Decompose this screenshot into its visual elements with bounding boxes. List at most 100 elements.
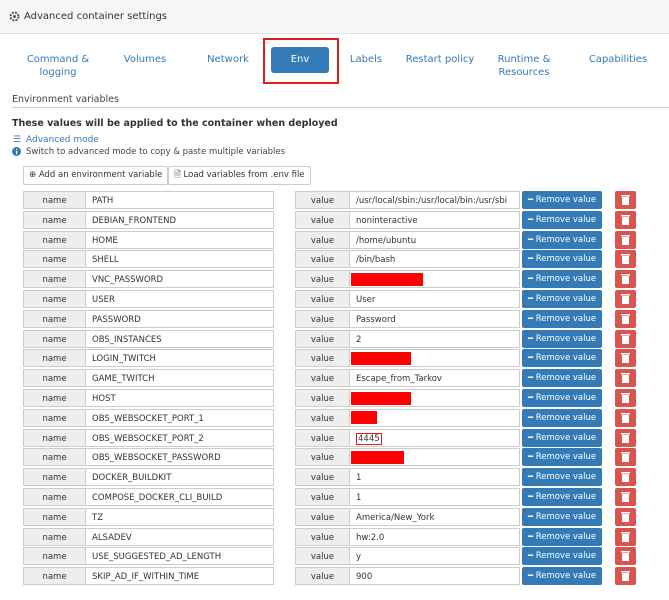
tab[interactable]: Command & logging: [26, 54, 90, 78]
delete-button[interactable]: [615, 428, 636, 447]
tab[interactable]: Labels: [349, 54, 383, 65]
value-input[interactable]: Escape_from_Tarkov: [349, 369, 520, 388]
name-input[interactable]: GAME_TWITCH: [85, 369, 274, 388]
remove-button[interactable]: ━ Remove value: [522, 468, 602, 487]
value-input[interactable]: Password: [349, 309, 520, 328]
name-input[interactable]: PASSWORD: [85, 309, 274, 328]
value-input[interactable]: noninteractive: [349, 210, 520, 229]
value-input[interactable]: /home/ubuntu: [349, 230, 520, 249]
remove-button[interactable]: ━ Remove value: [522, 507, 602, 526]
tab[interactable]: Volumes: [123, 54, 167, 65]
value-input[interactable]: [349, 408, 520, 427]
value-input[interactable]: /bin/bash: [349, 250, 520, 269]
tab[interactable]: Network: [207, 54, 249, 65]
value-input[interactable]: 1: [349, 488, 520, 506]
value-label: value: [295, 389, 350, 407]
remove-button[interactable]: ━ Remove value: [522, 527, 602, 546]
delete-button[interactable]: [615, 270, 636, 289]
name-input[interactable]: HOST: [85, 389, 274, 407]
remove-button[interactable]: ━ Remove value: [522, 547, 602, 566]
load-env-button[interactable]: 🗎 Load variables from .env file: [168, 166, 311, 185]
name-input[interactable]: USER: [85, 290, 274, 308]
name-input[interactable]: OBS_WEBSOCKET_PORT_2: [85, 428, 274, 447]
tab[interactable]: Capabilities: [588, 54, 648, 65]
remove-button[interactable]: ━ Remove value: [522, 488, 602, 506]
name-input[interactable]: OBS_INSTANCES: [85, 329, 274, 348]
value-input[interactable]: [349, 349, 520, 368]
delete-button[interactable]: [615, 290, 636, 308]
name-input[interactable]: DOCKER_BUILDKIT: [85, 468, 274, 487]
name-input[interactable]: ALSADEV: [85, 527, 274, 546]
trash-icon: [621, 492, 630, 502]
remove-button[interactable]: ━ Remove value: [522, 329, 602, 348]
name-input[interactable]: OBS_WEBSOCKET_PASSWORD: [85, 448, 274, 467]
delete-button[interactable]: [615, 309, 636, 328]
remove-button[interactable]: ━ Remove value: [522, 567, 602, 586]
delete-button[interactable]: [615, 488, 636, 506]
remove-text: Remove value: [535, 373, 597, 384]
name-input[interactable]: VNC_PASSWORD: [85, 270, 274, 289]
name-input[interactable]: SKIP_AD_IF_WITHIN_TIME: [85, 567, 274, 586]
tab[interactable]: Env: [271, 47, 329, 73]
name-input[interactable]: PATH: [85, 191, 274, 209]
remove-button[interactable]: ━ Remove value: [522, 250, 602, 269]
value-label: value: [295, 428, 350, 447]
remove-button[interactable]: ━ Remove value: [522, 270, 602, 289]
delete-button[interactable]: [615, 369, 636, 388]
delete-button[interactable]: [615, 250, 636, 269]
value-text: /home/ubuntu: [356, 235, 417, 246]
remove-button[interactable]: ━ Remove value: [522, 230, 602, 249]
name-input[interactable]: SHELL: [85, 250, 274, 269]
tab[interactable]: Runtime & Resources: [497, 54, 551, 78]
name-label: name: [23, 507, 86, 526]
value-input[interactable]: America/New_York: [349, 507, 520, 526]
name-input[interactable]: TZ: [85, 507, 274, 526]
remove-button[interactable]: ━ Remove value: [522, 210, 602, 229]
value-input[interactable]: [349, 389, 520, 407]
remove-button[interactable]: ━ Remove value: [522, 428, 602, 447]
value-input[interactable]: 900: [349, 567, 520, 586]
value-input[interactable]: 1: [349, 468, 520, 487]
remove-button[interactable]: ━ Remove value: [522, 309, 602, 328]
remove-button[interactable]: ━ Remove value: [522, 389, 602, 407]
value-input[interactable]: User: [349, 290, 520, 308]
value-label: value: [295, 468, 350, 487]
name-input[interactable]: OBS_WEBSOCKET_PORT_1: [85, 408, 274, 427]
remove-button[interactable]: ━ Remove value: [522, 290, 602, 308]
delete-button[interactable]: [615, 389, 636, 407]
delete-button[interactable]: [615, 468, 636, 487]
delete-button[interactable]: [615, 230, 636, 249]
value-input[interactable]: /usr/local/sbin:/usr/local/bin:/usr/sbi: [349, 191, 520, 209]
name-input[interactable]: DEBIAN_FRONTEND: [85, 210, 274, 229]
value-input[interactable]: [349, 270, 520, 289]
name-input[interactable]: HOME: [85, 230, 274, 249]
delete-button[interactable]: [615, 567, 636, 586]
delete-button[interactable]: [615, 507, 636, 526]
delete-button[interactable]: [615, 329, 636, 348]
value-input[interactable]: [349, 448, 520, 467]
value-input[interactable]: hw:2.0: [349, 527, 520, 546]
name-input[interactable]: LOGIN_TWITCH: [85, 349, 274, 368]
delete-button[interactable]: [615, 547, 636, 566]
remove-button[interactable]: ━ Remove value: [522, 191, 602, 209]
remove-button[interactable]: ━ Remove value: [522, 349, 602, 368]
value-input[interactable]: 2: [349, 329, 520, 348]
advanced-mode-link[interactable]: Advanced mode: [26, 135, 99, 145]
delete-button[interactable]: [615, 349, 636, 368]
remove-button[interactable]: ━ Remove value: [522, 448, 602, 467]
delete-button[interactable]: [615, 408, 636, 427]
value-input[interactable]: y: [349, 547, 520, 566]
value-text: 2: [356, 334, 362, 345]
tab[interactable]: Restart policy: [405, 54, 475, 65]
remove-button[interactable]: ━ Remove value: [522, 408, 602, 427]
delete-button[interactable]: [615, 448, 636, 467]
remove-button[interactable]: ━ Remove value: [522, 369, 602, 388]
delete-button[interactable]: [615, 191, 636, 209]
value-input[interactable]: 4445: [349, 428, 520, 447]
delete-button[interactable]: [615, 527, 636, 546]
add-variable-button[interactable]: ⊕ Add an environment variable: [23, 166, 169, 185]
delete-button[interactable]: [615, 210, 636, 229]
name-input[interactable]: USE_SUGGESTED_AD_LENGTH: [85, 547, 274, 566]
name-input[interactable]: COMPOSE_DOCKER_CLI_BUILD: [85, 488, 274, 506]
trash-icon: [621, 412, 630, 423]
